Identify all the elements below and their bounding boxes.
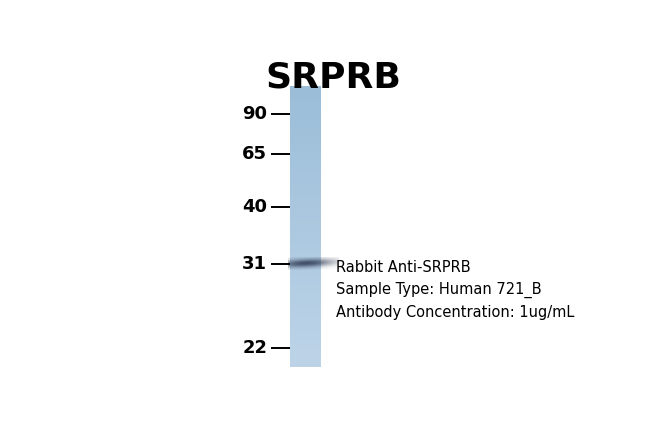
Text: Sample Type: Human 721_B: Sample Type: Human 721_B (335, 281, 541, 298)
Text: 22: 22 (242, 339, 267, 357)
Text: 65: 65 (242, 145, 267, 163)
Text: Rabbit Anti-SRPRB: Rabbit Anti-SRPRB (335, 259, 470, 275)
Text: 31: 31 (242, 255, 267, 273)
Text: 90: 90 (242, 105, 267, 123)
Text: 40: 40 (242, 198, 267, 216)
Text: Antibody Concentration: 1ug/mL: Antibody Concentration: 1ug/mL (335, 305, 574, 320)
Text: SRPRB: SRPRB (265, 60, 401, 94)
